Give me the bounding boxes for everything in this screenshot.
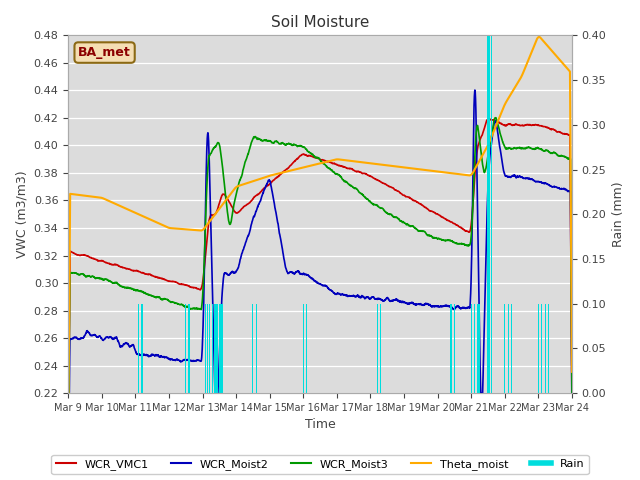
Text: BA_met: BA_met bbox=[78, 46, 131, 59]
Bar bbox=[303, 304, 304, 393]
Bar bbox=[217, 304, 218, 393]
Bar bbox=[477, 304, 479, 393]
Bar bbox=[212, 304, 213, 393]
Bar bbox=[209, 304, 210, 393]
Bar bbox=[222, 304, 223, 393]
Legend: WCR_VMC1, WCR_Moist2, WCR_Moist3, Theta_moist, Rain: WCR_VMC1, WCR_Moist2, WCR_Moist3, Theta_… bbox=[51, 455, 589, 474]
Bar bbox=[474, 304, 475, 393]
Bar bbox=[538, 304, 539, 393]
Bar bbox=[306, 304, 307, 393]
Bar bbox=[214, 304, 215, 393]
Bar bbox=[380, 304, 381, 393]
Bar bbox=[541, 304, 542, 393]
Bar bbox=[205, 304, 207, 393]
Bar bbox=[185, 304, 186, 393]
Bar bbox=[548, 304, 549, 393]
Bar bbox=[504, 304, 506, 393]
Bar bbox=[255, 304, 257, 393]
Bar bbox=[454, 304, 455, 393]
Bar bbox=[451, 304, 452, 393]
Bar bbox=[376, 304, 378, 393]
Bar bbox=[545, 304, 546, 393]
Bar bbox=[220, 304, 221, 393]
Bar bbox=[141, 304, 143, 393]
Bar bbox=[219, 304, 220, 393]
Bar bbox=[489, 36, 490, 393]
Bar bbox=[252, 304, 253, 393]
Bar bbox=[470, 304, 472, 393]
Bar bbox=[138, 304, 140, 393]
Bar bbox=[207, 304, 208, 393]
Bar bbox=[479, 304, 480, 393]
Bar bbox=[508, 304, 509, 393]
Y-axis label: VWC (m3/m3): VWC (m3/m3) bbox=[15, 170, 28, 258]
Title: Soil Moisture: Soil Moisture bbox=[271, 15, 369, 30]
Bar bbox=[215, 304, 216, 393]
X-axis label: Time: Time bbox=[305, 419, 335, 432]
Y-axis label: Rain (mm): Rain (mm) bbox=[612, 181, 625, 247]
Bar bbox=[511, 304, 512, 393]
Bar bbox=[491, 36, 492, 393]
